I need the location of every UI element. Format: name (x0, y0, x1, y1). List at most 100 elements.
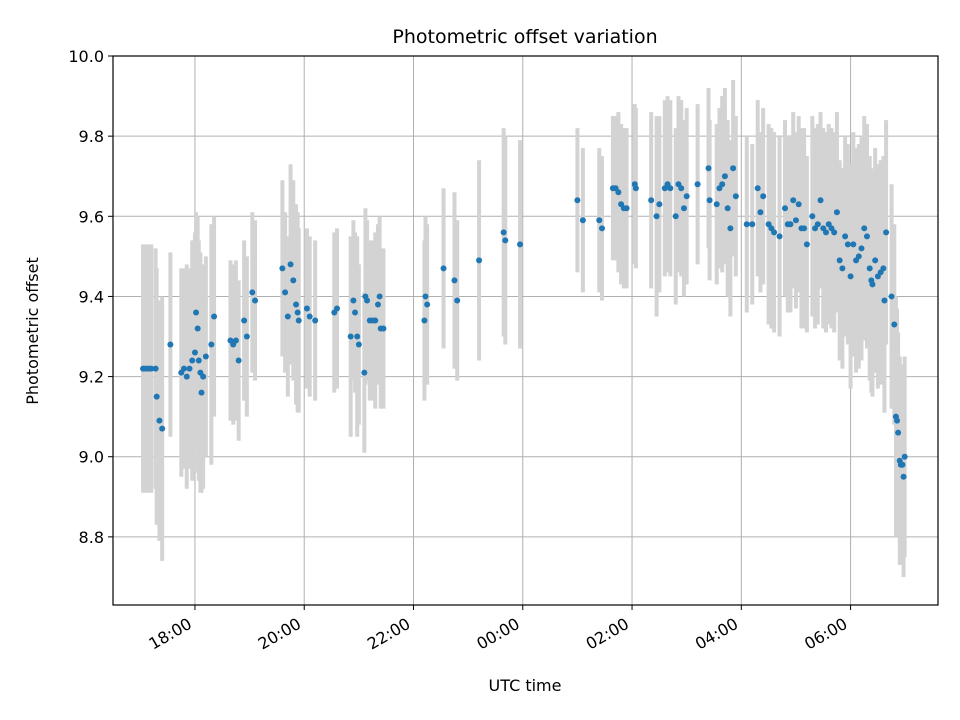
data-point (148, 365, 155, 372)
data-point (500, 229, 507, 236)
data-point (836, 257, 843, 264)
data-point (844, 241, 851, 248)
data-point (517, 241, 524, 248)
data-point (361, 369, 368, 376)
data-point (306, 313, 313, 320)
data-point (787, 221, 794, 228)
data-point (895, 429, 902, 436)
data-point (881, 297, 888, 304)
y-tick-label: 9.0 (79, 448, 104, 467)
data-point (771, 229, 778, 236)
data-point (183, 373, 190, 380)
data-point (422, 293, 429, 300)
data-point (790, 197, 797, 204)
data-point (279, 265, 286, 272)
data-point (760, 193, 767, 200)
data-point (159, 425, 166, 432)
data-point (858, 245, 865, 252)
data-point (894, 417, 901, 424)
data-point (792, 217, 799, 224)
data-point (866, 265, 873, 272)
data-point (719, 181, 726, 188)
x-axis-label: UTC time (489, 676, 562, 695)
data-point (749, 221, 756, 228)
data-point (801, 225, 808, 232)
data-point (354, 333, 361, 340)
data-point (839, 265, 846, 272)
data-point (232, 337, 239, 344)
data-point (355, 341, 362, 348)
data-point (284, 313, 291, 320)
data-point (181, 365, 188, 372)
data-point (667, 185, 674, 192)
data-point (648, 197, 655, 204)
data-point (193, 309, 200, 316)
data-point (672, 213, 679, 220)
data-point (287, 261, 294, 268)
data-point (454, 297, 461, 304)
data-point (194, 325, 201, 332)
y-tick-label: 10.0 (68, 47, 104, 66)
data-point (727, 225, 734, 232)
data-point (294, 309, 301, 316)
data-point (241, 317, 248, 324)
data-point (883, 229, 890, 236)
data-point (380, 325, 387, 332)
data-point (374, 301, 381, 308)
chart-title: Photometric offset variation (392, 26, 657, 48)
data-point (372, 317, 379, 324)
data-point (579, 217, 586, 224)
data-point (424, 301, 431, 308)
plot-frame (112, 55, 939, 606)
data-point (243, 333, 250, 340)
data-point (191, 349, 198, 356)
data-point (347, 333, 354, 340)
data-point (235, 357, 242, 364)
data-point (189, 357, 196, 364)
data-point (724, 205, 731, 212)
data-point (803, 241, 810, 248)
data-point (200, 373, 207, 380)
data-point (888, 293, 895, 300)
data-point (303, 305, 310, 312)
data-point (152, 365, 159, 372)
data-point (208, 341, 215, 348)
data-point (754, 185, 761, 192)
data-point (776, 233, 783, 240)
data-point (282, 289, 289, 296)
data-point (863, 233, 870, 240)
data-point (153, 393, 160, 400)
data-point (596, 217, 603, 224)
data-point (653, 213, 660, 220)
data-point (334, 305, 341, 312)
data-point (156, 417, 163, 424)
data-point (831, 229, 838, 236)
data-point (252, 297, 259, 304)
data-point (842, 233, 849, 240)
data-point (730, 165, 737, 172)
data-point (295, 317, 302, 324)
data-point (632, 185, 639, 192)
data-point (899, 461, 906, 468)
data-point (732, 193, 739, 200)
data-point (809, 213, 816, 220)
data-point (574, 197, 581, 204)
data-point (598, 225, 605, 232)
data-point (822, 229, 829, 236)
data-point (706, 197, 713, 204)
data-point (900, 473, 907, 480)
data-point (743, 221, 750, 228)
data-point (901, 453, 908, 460)
y-axis-ticks: 8.8 9.0 9.2 9.4 9.6 9.8 10.0 (68, 47, 113, 547)
data-point (683, 193, 690, 200)
data-point (880, 265, 887, 272)
data-points (140, 165, 908, 480)
data-point (680, 205, 687, 212)
data-point (705, 165, 712, 172)
data-point (847, 273, 854, 280)
data-point (195, 357, 202, 364)
y-axis-label: Photometric offset (23, 257, 42, 405)
data-point (833, 209, 840, 216)
data-point (186, 365, 193, 372)
data-point (312, 317, 319, 324)
